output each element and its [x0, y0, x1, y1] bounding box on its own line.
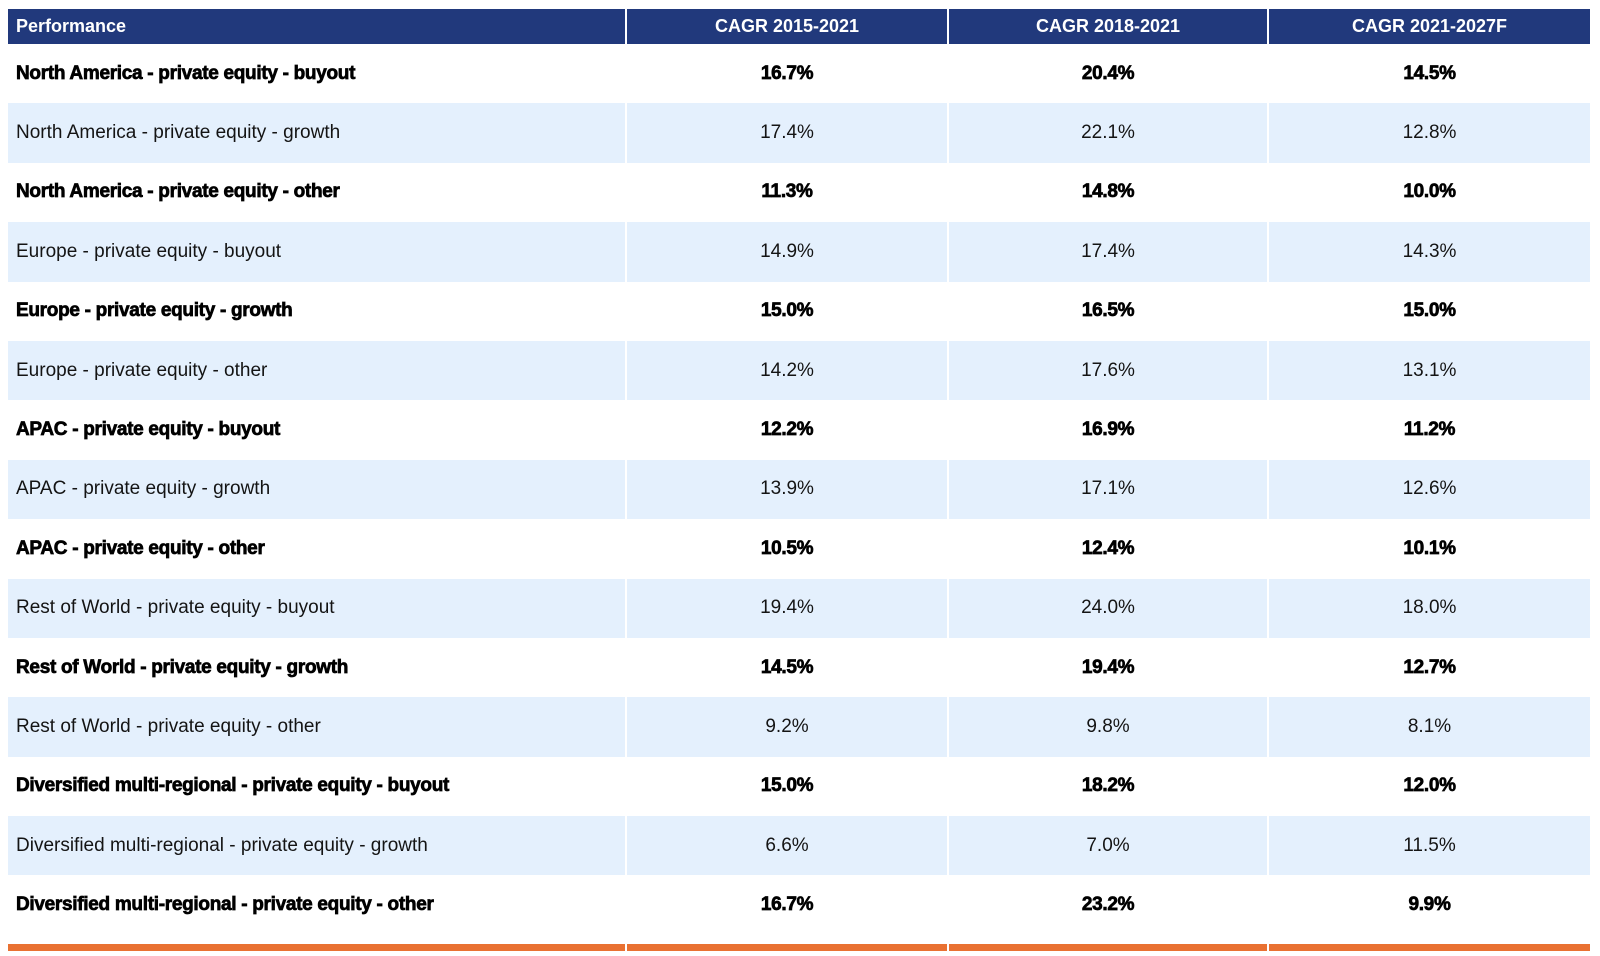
accent-bar-segment — [949, 944, 1267, 951]
value-cell: 10.0% — [1403, 181, 1456, 203]
row-label-cell: Diversified multi-regional - private equ… — [8, 816, 625, 876]
value-cell: 10.1% — [1403, 537, 1456, 559]
row-label-cell: Europe - private equity - buyout — [8, 222, 625, 282]
column-header-cagr-2015-2021: CAGR 2015-2021 — [627, 9, 947, 44]
value-cell: 12.4% — [1081, 537, 1135, 559]
value-cell: 19.4% — [1081, 656, 1135, 678]
value-cell: 14.5% — [760, 656, 814, 678]
value-cell: 9.9% — [1408, 894, 1451, 916]
bottom-accent-bar — [8, 944, 1590, 951]
row-label-cell: North America - private equity - other — [16, 181, 341, 203]
value-cell: 12.7% — [1403, 656, 1456, 678]
value-cell: 12.0% — [1403, 775, 1456, 797]
value-cell: 9.8% — [949, 697, 1267, 757]
value-cell: 22.1% — [949, 103, 1267, 163]
value-cell: 18.0% — [1269, 578, 1590, 638]
row-label-cell: North America - private equity - buyout — [16, 62, 356, 84]
value-cell: 16.7% — [760, 894, 814, 916]
value-cell: 13.9% — [627, 459, 947, 520]
table-row: Rest of World - private equity - growth 1… — [8, 637, 1590, 698]
table-body: North America - private equity - buyout 1… — [8, 44, 1590, 935]
value-cell: 17.1% — [949, 459, 1267, 520]
value-cell: 10.5% — [760, 537, 814, 559]
value-cell: 15.0% — [1403, 300, 1456, 322]
column-header-cagr-2018-2021: CAGR 2018-2021 — [949, 9, 1267, 44]
performance-table: Performance CAGR 2015-2021 CAGR 2018-202… — [8, 9, 1590, 935]
value-cell: 16.9% — [1081, 419, 1135, 441]
value-cell: 15.0% — [760, 300, 814, 322]
value-cell: 9.2% — [627, 697, 947, 757]
value-cell: 17.4% — [949, 222, 1267, 282]
table-row: North America - private equity - buyout 1… — [8, 44, 1590, 104]
table-row: North America - private equity - other 11… — [8, 162, 1590, 223]
value-cell: 12.6% — [1269, 459, 1590, 520]
row-label-cell: Europe - private equity - other — [8, 340, 625, 401]
column-header-performance: Performance — [8, 9, 625, 44]
table-row: North America - private equity - growth 1… — [8, 103, 1590, 163]
row-label-cell: Europe - private equity - growth — [16, 300, 293, 322]
value-cell: 14.5% — [1403, 62, 1456, 84]
value-cell: 16.5% — [1081, 300, 1135, 322]
value-cell: 6.6% — [627, 816, 947, 876]
table-row: Diversified multi-regional - private equ… — [8, 875, 1590, 935]
row-label-cell: APAC - private equity - other — [16, 537, 266, 559]
value-cell: 14.3% — [1269, 222, 1590, 282]
table-row: Europe - private equity - buyout 14.9% 17.… — [8, 222, 1590, 282]
table-header-row: Performance CAGR 2015-2021 CAGR 2018-202… — [8, 9, 1590, 44]
value-cell: 14.8% — [1081, 181, 1135, 203]
row-label-cell: APAC - private equity - buyout — [16, 419, 281, 441]
table-row: Diversified multi-regional - private equ… — [8, 756, 1590, 817]
value-cell: 23.2% — [1081, 894, 1135, 916]
table-row: Europe - private equity - other 14.2% 17.6… — [8, 340, 1590, 401]
accent-bar-segment — [8, 944, 625, 951]
value-cell: 12.8% — [1269, 103, 1590, 163]
value-cell: 16.7% — [760, 62, 814, 84]
value-cell: 7.0% — [949, 816, 1267, 876]
value-cell: 8.1% — [1269, 697, 1590, 757]
row-label-cell: Rest of World - private equity - other — [8, 697, 625, 757]
row-label-cell: Diversified multi-regional - private equ… — [16, 775, 450, 797]
table-row: APAC - private equity - other 10.5% 12.4% 1… — [8, 519, 1590, 579]
row-label-cell: North America - private equity - growth — [8, 103, 625, 163]
table-row: Rest of World - private equity - buyout 1… — [8, 578, 1590, 638]
value-cell: 11.2% — [1403, 419, 1456, 441]
value-cell: 14.9% — [627, 222, 947, 282]
value-cell: 20.4% — [1081, 62, 1135, 84]
value-cell: 11.3% — [761, 181, 813, 203]
table-row: APAC - private equity - buyout 12.2% 16.9%… — [8, 400, 1590, 460]
table-row: Europe - private equity - growth 15.0% 16.… — [8, 281, 1590, 341]
accent-bar-segment — [627, 944, 947, 951]
value-cell: 12.2% — [760, 419, 814, 441]
column-header-cagr-2021-2027f: CAGR 2021-2027F — [1269, 9, 1590, 44]
value-cell: 14.2% — [627, 340, 947, 401]
table-row: Diversified multi-regional - private equ… — [8, 816, 1590, 876]
table-row: APAC - private equity - growth 13.9% 17.1%… — [8, 459, 1590, 520]
value-cell: 18.2% — [1081, 775, 1135, 797]
accent-bar-segment — [1269, 944, 1590, 951]
table-row: Rest of World - private equity - other 9.… — [8, 697, 1590, 757]
row-label-cell: Diversified multi-regional - private equ… — [16, 894, 435, 916]
value-cell: 11.5% — [1269, 816, 1590, 876]
value-cell: 19.4% — [627, 578, 947, 638]
value-cell: 17.6% — [949, 340, 1267, 401]
row-label-cell: Rest of World - private equity - growth — [16, 656, 349, 678]
value-cell: 13.1% — [1269, 340, 1590, 401]
value-cell: 15.0% — [760, 775, 814, 797]
row-label-cell: APAC - private equity - growth — [8, 459, 625, 520]
value-cell: 24.0% — [949, 578, 1267, 638]
value-cell: 17.4% — [627, 103, 947, 163]
row-label-cell: Rest of World - private equity - buyout — [8, 578, 625, 638]
